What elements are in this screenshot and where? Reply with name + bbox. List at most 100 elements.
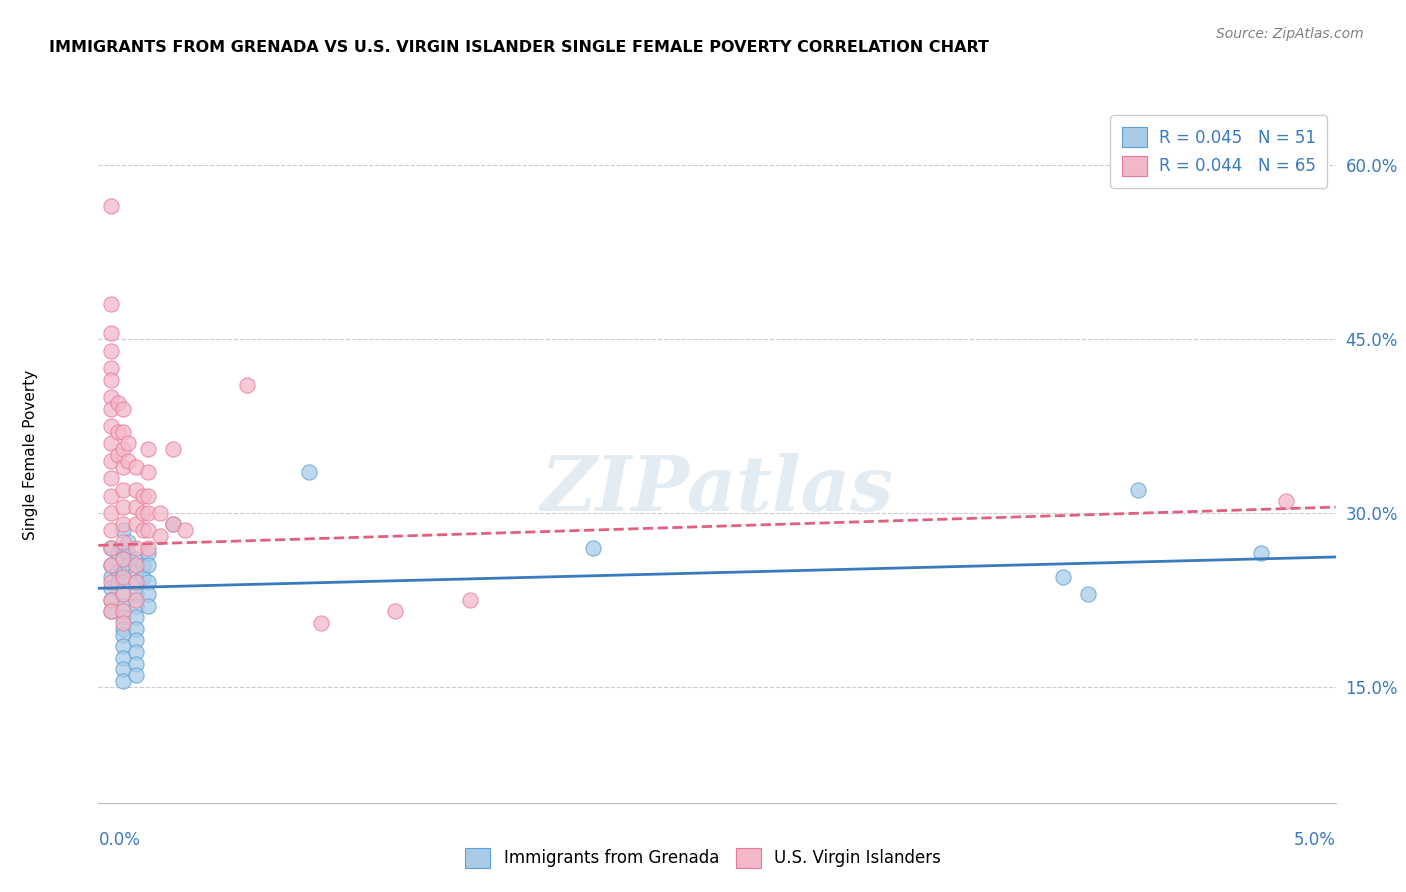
Point — [100, 570, 122, 584]
Point — [132, 506, 155, 520]
Point — [100, 326, 122, 340]
Point — [112, 564, 135, 578]
Point — [117, 453, 139, 467]
Point — [100, 343, 122, 358]
Point — [132, 570, 155, 584]
Point — [100, 605, 122, 619]
Point — [132, 558, 155, 573]
Point — [112, 639, 135, 653]
Point — [117, 546, 139, 561]
Point — [132, 523, 155, 537]
Point — [132, 489, 155, 503]
Point — [112, 523, 135, 537]
Point — [1250, 546, 1272, 561]
Point — [100, 541, 122, 555]
Point — [107, 395, 129, 409]
Point — [112, 615, 135, 630]
Point — [112, 401, 135, 416]
Point — [124, 564, 146, 578]
Point — [100, 575, 122, 590]
Point — [112, 517, 135, 532]
Point — [112, 552, 135, 566]
Point — [124, 657, 146, 671]
Point — [136, 575, 159, 590]
Point — [1052, 570, 1074, 584]
Point — [112, 587, 135, 601]
Point — [112, 628, 135, 642]
Point — [124, 633, 146, 648]
Point — [124, 575, 146, 590]
Point — [107, 575, 129, 590]
Point — [112, 674, 135, 689]
Point — [136, 558, 159, 573]
Point — [384, 605, 406, 619]
Point — [1126, 483, 1149, 497]
Point — [112, 570, 135, 584]
Point — [100, 453, 122, 467]
Point — [149, 506, 172, 520]
Point — [112, 541, 135, 555]
Point — [174, 523, 197, 537]
Point — [124, 575, 146, 590]
Point — [100, 418, 122, 433]
Point — [112, 599, 135, 613]
Point — [162, 517, 184, 532]
Point — [100, 506, 122, 520]
Point — [112, 483, 135, 497]
Point — [107, 425, 129, 439]
Point — [112, 442, 135, 456]
Point — [124, 552, 146, 566]
Point — [1077, 587, 1099, 601]
Text: 5.0%: 5.0% — [1294, 830, 1336, 848]
Legend: Immigrants from Grenada, U.S. Virgin Islanders: Immigrants from Grenada, U.S. Virgin Isl… — [458, 841, 948, 875]
Point — [124, 587, 146, 601]
Point — [136, 489, 159, 503]
Text: 0.0%: 0.0% — [98, 830, 141, 848]
Point — [298, 466, 321, 480]
Point — [112, 575, 135, 590]
Point — [582, 541, 605, 555]
Text: Single Female Poverty: Single Female Poverty — [22, 370, 38, 540]
Point — [117, 436, 139, 450]
Point — [112, 610, 135, 624]
Point — [112, 587, 135, 601]
Point — [124, 599, 146, 613]
Point — [136, 541, 159, 555]
Point — [107, 546, 129, 561]
Point — [136, 442, 159, 456]
Point — [117, 558, 139, 573]
Point — [124, 610, 146, 624]
Point — [100, 592, 122, 607]
Point — [136, 587, 159, 601]
Point — [117, 534, 139, 549]
Point — [112, 459, 135, 474]
Point — [124, 558, 146, 573]
Point — [100, 541, 122, 555]
Point — [100, 471, 122, 485]
Point — [100, 401, 122, 416]
Text: Source: ZipAtlas.com: Source: ZipAtlas.com — [1216, 27, 1364, 41]
Point — [112, 651, 135, 665]
Point — [100, 390, 122, 404]
Point — [309, 615, 332, 630]
Point — [100, 489, 122, 503]
Point — [162, 442, 184, 456]
Point — [136, 466, 159, 480]
Point — [124, 622, 146, 636]
Point — [124, 592, 146, 607]
Point — [100, 605, 122, 619]
Point — [107, 448, 129, 462]
Point — [136, 506, 159, 520]
Point — [112, 662, 135, 676]
Point — [100, 199, 122, 213]
Point — [124, 500, 146, 514]
Point — [107, 564, 129, 578]
Point — [1275, 494, 1298, 508]
Point — [124, 517, 146, 532]
Point — [124, 459, 146, 474]
Point — [112, 534, 135, 549]
Point — [149, 529, 172, 543]
Point — [100, 582, 122, 596]
Point — [100, 592, 122, 607]
Point — [112, 552, 135, 566]
